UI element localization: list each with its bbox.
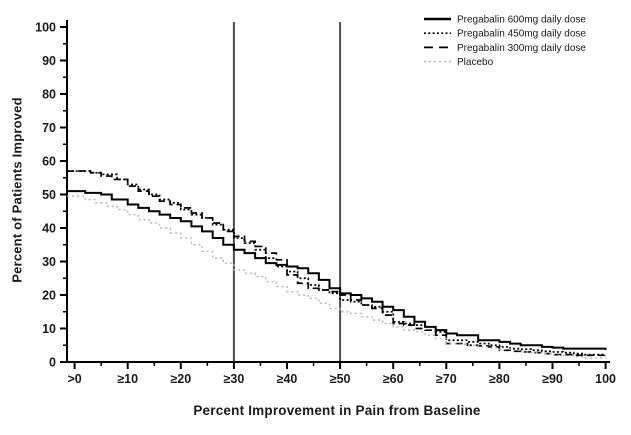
legend-label: Pregabalin 450mg daily dose	[457, 29, 586, 40]
reference-lines	[232, 22, 342, 362]
series-pregabalin-600mg-daily-dose	[67, 190, 607, 350]
x-tick-label: ≥30	[224, 372, 245, 386]
legend-label: Pregabalin 600mg daily dose	[457, 15, 586, 26]
y-tick-label: 20	[42, 289, 56, 303]
series-placebo	[67, 195, 607, 359]
x-tick-label: ≥60	[383, 372, 404, 386]
y-axis-title: Percent of Patients Improved	[9, 97, 25, 283]
y-tick-label: 100	[35, 21, 56, 35]
legend: Pregabalin 600mg daily dose Pregabalin 45…	[424, 15, 586, 68]
x-tick-label: ≥70	[436, 372, 457, 386]
x-tick-label: ≥40	[277, 372, 298, 386]
series-pregabalin-450mg-daily-dose	[67, 170, 607, 356]
x-axis-ticks: >0 ≥10 ≥20 ≥30 ≥40 ≥50 ≥60 ≥70 ≥80 ≥90 100	[67, 362, 616, 386]
x-tick-label: ≥90	[542, 372, 563, 386]
y-tick-label: 30	[42, 255, 56, 269]
x-axis-title: Percent Improvement in Pain from Baselin…	[193, 403, 481, 418]
series-curves	[67, 170, 607, 359]
y-tick-label: 70	[42, 121, 56, 135]
legend-item: Pregabalin 300mg daily dose	[424, 43, 586, 54]
x-tick-label: ≥20	[170, 372, 191, 386]
legend-item: Pregabalin 600mg daily dose	[424, 15, 586, 26]
y-tick-label: 90	[42, 54, 56, 68]
x-tick-label: ≥80	[489, 372, 510, 386]
x-tick-label: ≥10	[117, 372, 138, 386]
y-tick-label: 50	[42, 188, 56, 202]
x-tick-label: ≥50	[330, 372, 351, 386]
legend-label: Placebo	[457, 57, 494, 68]
y-tick-label: 40	[42, 222, 56, 236]
y-tick-label: 60	[42, 155, 56, 169]
x-tick-label: >0	[67, 372, 81, 386]
legend-label: Pregabalin 300mg daily dose	[457, 43, 586, 54]
y-tick-label: 80	[42, 88, 56, 102]
y-tick-label: 10	[42, 322, 56, 336]
series-pregabalin-300mg-daily-dose	[67, 170, 607, 357]
y-tick-label: 0	[49, 356, 56, 370]
legend-item: Placebo	[424, 57, 494, 68]
legend-item: Pregabalin 450mg daily dose	[424, 29, 586, 40]
y-axis-ticks: 0 10 20 30 40 50 60 70 80 90 100	[35, 21, 67, 370]
x-tick-label: 100	[595, 372, 616, 386]
